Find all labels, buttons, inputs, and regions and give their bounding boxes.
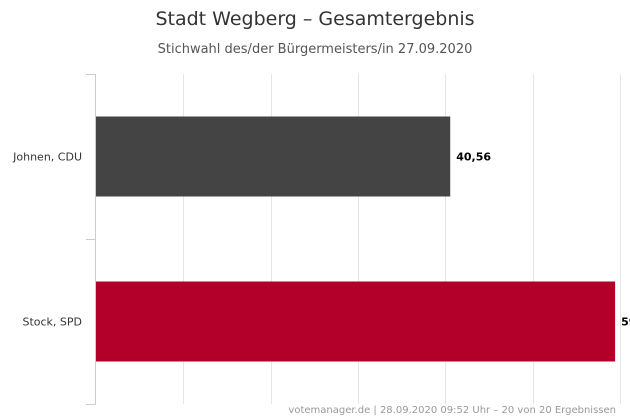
data-label: 40,56 xyxy=(456,151,491,164)
category-label: Stock, SPD xyxy=(22,316,82,329)
category-label: Johnen, CDU xyxy=(12,151,82,164)
chart-credits[interactable]: votemanager.de | 28.09.2020 09:52 Uhr – … xyxy=(288,405,616,416)
data-label: 59,44 xyxy=(621,316,630,329)
category-axis xyxy=(86,74,96,405)
labels: Johnen, CDU 40,56 Stock, SPD 59,44 xyxy=(12,151,630,329)
bar xyxy=(96,116,451,197)
chart-subtitle: Stichwahl des/der Bürgermeisters/in 27.0… xyxy=(157,42,473,57)
bar xyxy=(96,281,616,362)
chart-title: Stadt Wegberg – Gesamtergebnis xyxy=(155,8,475,30)
bars xyxy=(96,116,616,362)
